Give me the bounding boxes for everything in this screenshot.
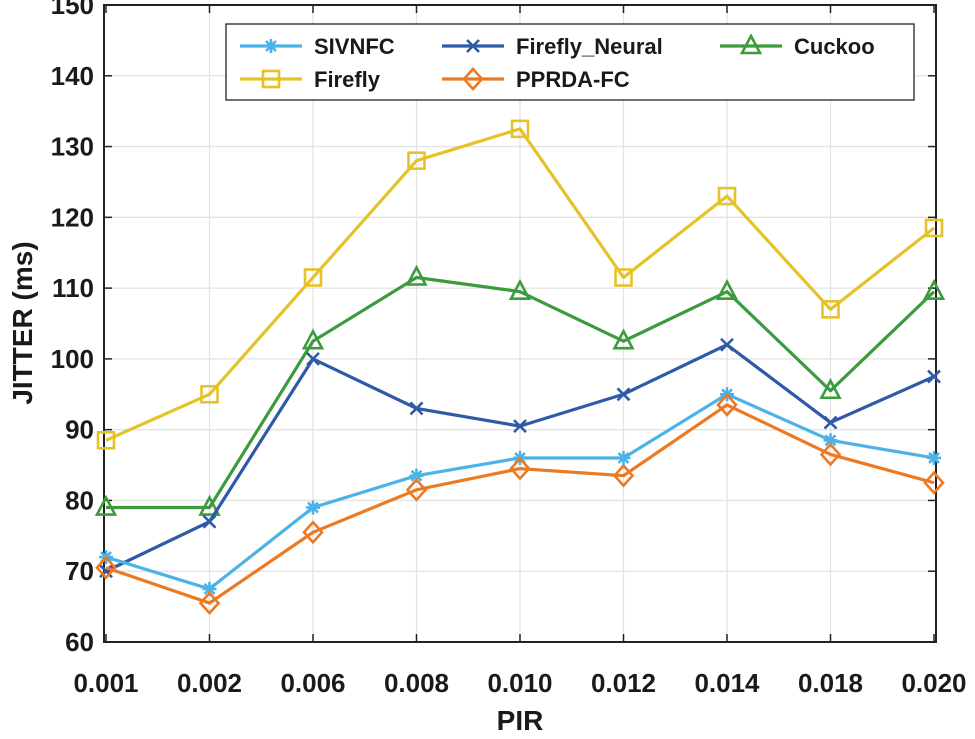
data-point-firefly <box>303 268 323 287</box>
data-point-cuckoo <box>301 328 325 350</box>
data-point-sivnfc <box>927 450 941 465</box>
y-tick-label: 150 <box>51 0 94 20</box>
series-layer <box>94 119 946 616</box>
data-point-pprda-fc <box>923 470 945 495</box>
data-point-pprda-fc <box>302 520 324 545</box>
x-tick-label: 0.001 <box>73 668 138 698</box>
data-point-firefly <box>407 151 426 171</box>
grid <box>104 5 936 642</box>
data-point-sivnfc <box>823 433 838 448</box>
legend: SIVNFC Firefly_Neural Cuckoo Firefly PPRDA-F… <box>225 23 915 101</box>
legend-marker <box>739 33 763 55</box>
legend-marker <box>261 69 281 89</box>
legend-entry-firefly: Firefly <box>240 67 381 92</box>
data-point-firefly-neural <box>513 419 527 434</box>
data-point-firefly-neural <box>306 351 320 366</box>
x-axis: 0.001 0.002 0.006 0.008 0.010 0.012 0.014 0.018… <box>73 5 967 698</box>
data-point-cuckoo <box>922 278 946 300</box>
legend-marker <box>462 67 484 91</box>
data-point-cuckoo <box>94 494 118 516</box>
y-tick-label: 80 <box>65 485 94 515</box>
data-point-firefly-neural <box>823 415 838 430</box>
legend-label: Cuckoo <box>794 34 875 59</box>
x-axis-title: PIR <box>497 705 544 736</box>
x-tick-label: 0.002 <box>177 668 242 698</box>
data-point-pprda-fc <box>198 591 221 616</box>
y-tick-label: 90 <box>65 415 94 445</box>
data-point-sivnfc <box>202 581 217 596</box>
data-point-sivnfc <box>409 468 424 483</box>
series-firefly <box>96 119 944 450</box>
data-point-cuckoo <box>612 328 635 350</box>
x-tick-label: 0.006 <box>280 668 345 698</box>
series-pprda-fc <box>95 392 945 616</box>
data-point-firefly <box>510 119 530 139</box>
series-cuckoo <box>94 264 946 516</box>
legend-entry-pprda-fc: PPRDA-FC <box>442 67 630 92</box>
x-tick-label: 0.012 <box>591 668 656 698</box>
series-firefly-neural <box>99 337 941 579</box>
legend-marker <box>264 39 278 53</box>
legend-label: Firefly_Neural <box>516 34 663 59</box>
data-point-firefly-neural <box>409 401 424 416</box>
y-tick-label: 110 <box>52 273 94 303</box>
data-point-firefly-neural <box>202 514 217 529</box>
data-point-sivnfc <box>616 450 631 465</box>
y-tick-label: 60 <box>65 627 94 657</box>
data-point-pprda-fc <box>716 392 738 417</box>
data-point-firefly <box>200 384 219 404</box>
data-point-cuckoo <box>715 278 739 300</box>
y-tick-label: 100 <box>51 344 94 374</box>
y-tick-label: 140 <box>51 61 94 91</box>
series-line-cuckoo <box>106 275 936 510</box>
legend-box <box>225 23 915 101</box>
data-point-firefly-neural <box>616 387 631 402</box>
x-tick-label: 0.020 <box>901 668 966 698</box>
legend-marker <box>466 39 480 53</box>
y-tick-label: 120 <box>51 202 94 232</box>
data-point-firefly-neural <box>99 564 113 579</box>
data-point-pprda-fc <box>95 555 117 580</box>
y-tick-label: 70 <box>65 556 94 586</box>
x-tick-label: 0.014 <box>694 668 760 698</box>
data-point-pprda-fc <box>819 442 842 467</box>
data-point-firefly <box>821 300 840 319</box>
y-axis: 60 70 80 90 100 110 120 130 140 150 <box>51 0 936 657</box>
data-point-sivnfc <box>306 500 320 515</box>
series-line-pprda-fc <box>105 403 935 605</box>
data-point-pprda-fc <box>405 477 428 502</box>
data-point-firefly <box>96 430 116 450</box>
legend-label: SIVNFC <box>314 34 395 59</box>
data-point-pprda-fc <box>509 456 531 481</box>
y-axis-title: JITTER (ms) <box>7 241 38 404</box>
data-point-firefly-neural <box>927 369 941 384</box>
data-point-firefly <box>717 186 737 206</box>
x-tick-label: 0.018 <box>798 668 863 698</box>
x-tick-label: 0.008 <box>384 668 449 698</box>
data-point-firefly <box>924 218 944 238</box>
y-tick-label: 130 <box>51 132 94 162</box>
data-point-cuckoo <box>819 377 842 400</box>
data-point-pprda-fc <box>612 463 635 488</box>
series-line-firefly <box>105 127 935 442</box>
legend-label: Firefly <box>314 67 381 92</box>
x-tick-label: 0.010 <box>487 668 552 698</box>
legend-entry-cuckoo: Cuckoo <box>720 33 875 59</box>
data-point-cuckoo <box>198 494 221 516</box>
data-point-cuckoo <box>508 278 532 300</box>
data-point-firefly-neural <box>720 337 734 352</box>
legend-label: PPRDA-FC <box>516 67 630 92</box>
data-point-cuckoo <box>405 264 428 286</box>
data-point-firefly <box>614 268 633 287</box>
legend-entry-firefly-neural: Firefly_Neural <box>442 34 663 59</box>
legend-entry-sivnfc: SIVNFC <box>240 34 395 59</box>
